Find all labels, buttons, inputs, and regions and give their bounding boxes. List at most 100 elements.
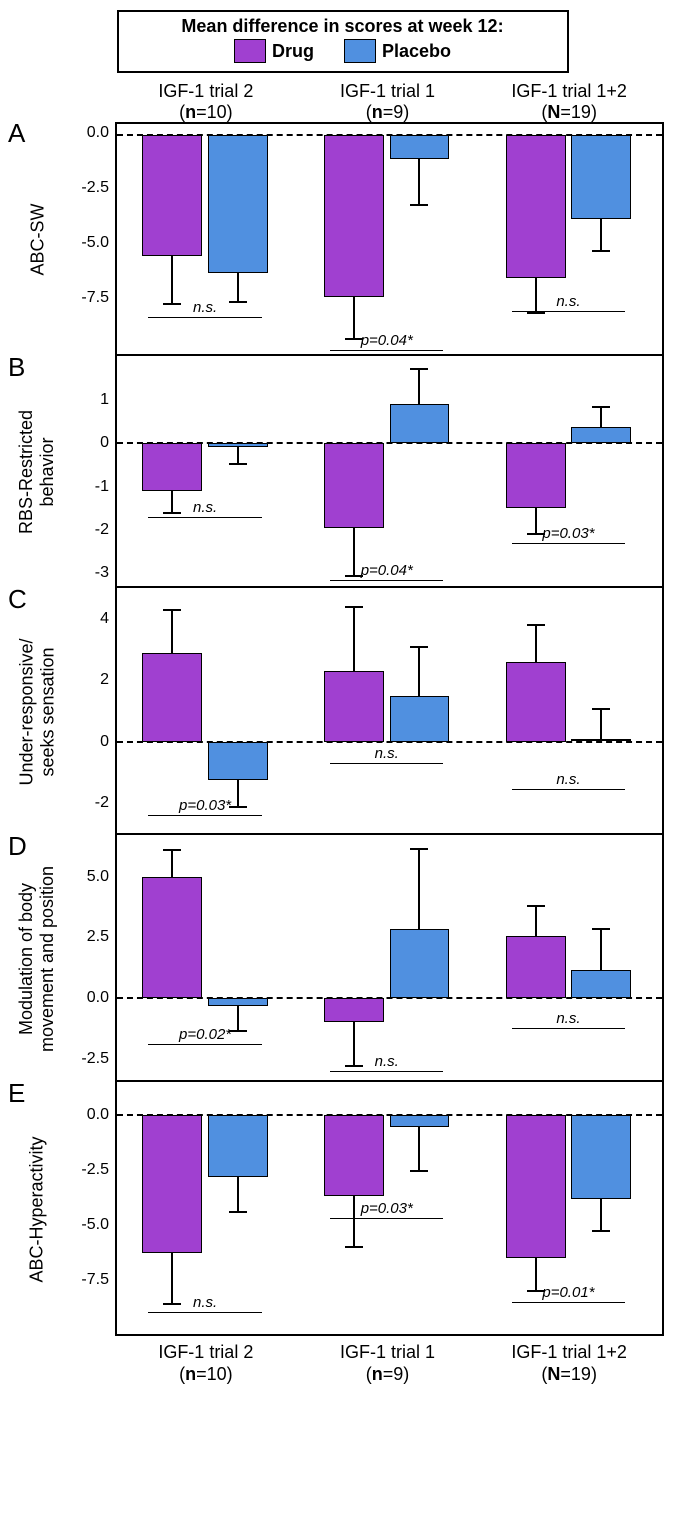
error-bar bbox=[535, 625, 537, 662]
legend: Mean difference in scores at week 12: Dr… bbox=[117, 10, 569, 73]
y-axis-label: Modulation of body movement and position bbox=[10, 835, 65, 1082]
placebo-bar bbox=[390, 404, 450, 443]
tick-label: -7.5 bbox=[81, 289, 109, 307]
error-bar bbox=[418, 849, 420, 929]
tick-label: -2 bbox=[95, 521, 109, 539]
tick-label: -1 bbox=[95, 478, 109, 496]
error-bar bbox=[418, 369, 420, 404]
panel-D: DModulation of body movement and positio… bbox=[10, 835, 675, 1082]
tick-label: -5.0 bbox=[81, 1216, 109, 1234]
drug-bar bbox=[142, 653, 202, 742]
error-bar bbox=[600, 407, 602, 427]
placebo-bar bbox=[571, 1115, 631, 1198]
significance-label: n.s. bbox=[330, 745, 443, 764]
drug-bar bbox=[324, 443, 384, 528]
tick-label: -2.5 bbox=[81, 1050, 109, 1068]
tick-label: -2.5 bbox=[81, 179, 109, 197]
placebo-bar bbox=[390, 696, 450, 742]
error-bar bbox=[600, 1199, 602, 1232]
panel-letter: E bbox=[8, 1078, 25, 1109]
y-axis-ticks: 5.0 2.5 0.0 -2.5 bbox=[65, 835, 115, 1080]
tick-label: 0.0 bbox=[87, 124, 109, 142]
drug-bar bbox=[506, 443, 566, 508]
error-bar bbox=[237, 1177, 239, 1212]
error-bar bbox=[171, 610, 173, 653]
significance-label: n.s. bbox=[512, 293, 625, 312]
panel-B: BRBS-Restricted behavior10-1-2-3n.s.p=0.… bbox=[10, 356, 675, 588]
placebo-bar bbox=[208, 1115, 268, 1176]
placebo-bar bbox=[208, 998, 268, 1006]
legend-placebo-swatch bbox=[344, 39, 376, 63]
drug-bar bbox=[324, 671, 384, 741]
plot-area: n.s.p=0.04*n.s. bbox=[115, 122, 664, 356]
error-cap bbox=[592, 406, 610, 408]
tick-label: 0.0 bbox=[87, 989, 109, 1007]
error-bar bbox=[171, 256, 173, 304]
drug-bar bbox=[324, 135, 384, 297]
significance-label: p=0.02* bbox=[148, 1026, 261, 1045]
y-axis-label: Under-responsive/ seeks sensation bbox=[10, 588, 65, 835]
significance-label: n.s. bbox=[148, 499, 261, 518]
significance-label: p=0.01* bbox=[512, 1284, 625, 1303]
tick-label: 2.5 bbox=[87, 928, 109, 946]
significance-label: p=0.03* bbox=[330, 1200, 443, 1219]
error-bar bbox=[535, 906, 537, 936]
placebo-bar bbox=[390, 1115, 450, 1127]
error-cap bbox=[410, 1170, 428, 1172]
error-cap bbox=[229, 1211, 247, 1213]
legend-drug-label: Drug bbox=[272, 41, 314, 62]
column-header: IGF-1 trial 1(n=9) bbox=[297, 81, 479, 122]
drug-bar bbox=[142, 135, 202, 255]
error-cap bbox=[410, 368, 428, 370]
placebo-bar bbox=[208, 742, 268, 780]
significance-label: p=0.03* bbox=[512, 525, 625, 544]
y-axis-ticks: 10-1-2-3 bbox=[65, 356, 115, 586]
error-cap bbox=[527, 624, 545, 626]
plot-area: p=0.03*n.s.n.s. bbox=[115, 588, 664, 835]
placebo-bar bbox=[571, 739, 631, 741]
error-cap bbox=[229, 463, 247, 465]
error-cap bbox=[410, 204, 428, 206]
column-headers: IGF-1 trial 2(n=10)IGF-1 trial 1(n=9)IGF… bbox=[115, 81, 660, 122]
error-cap bbox=[345, 1246, 363, 1248]
plot-area: n.s. p=0.03* p=0.01* bbox=[115, 1082, 664, 1336]
y-axis-label: ABC-SW bbox=[10, 122, 65, 356]
error-bar bbox=[171, 850, 173, 877]
error-bar bbox=[237, 273, 239, 301]
legend-placebo: Placebo bbox=[344, 39, 451, 63]
panel-letter: D bbox=[8, 831, 27, 862]
significance-label: p=0.03* bbox=[148, 797, 261, 816]
error-cap bbox=[163, 849, 181, 851]
panel-letter: A bbox=[8, 118, 25, 149]
error-cap bbox=[345, 606, 363, 608]
placebo-bar bbox=[571, 427, 631, 443]
drug-bar bbox=[142, 1115, 202, 1253]
panel-C: CUnder-responsive/ seeks sensation420-2p… bbox=[10, 588, 675, 835]
error-bar bbox=[418, 159, 420, 205]
y-axis-label: RBS-Restricted behavior bbox=[10, 356, 65, 588]
tick-label: 5.0 bbox=[87, 868, 109, 886]
significance-label: p=0.04* bbox=[330, 562, 443, 581]
drug-bar bbox=[324, 998, 384, 1022]
tick-label: 0 bbox=[100, 733, 109, 751]
significance-label: n.s. bbox=[148, 1294, 261, 1313]
y-axis-ticks: 0.0 -2.5 -5.0 -7.5 bbox=[65, 122, 115, 352]
error-cap bbox=[592, 1230, 610, 1232]
placebo-bar bbox=[571, 970, 631, 998]
drug-bar bbox=[506, 1115, 566, 1257]
panels-container: AABC-SW0.0-2.5-5.0-7.5n.s.p=0.04*n.s.BRB… bbox=[10, 122, 675, 1336]
plot-area: n.s. p=0.04* p=0.03* bbox=[115, 356, 664, 588]
panel-letter: C bbox=[8, 584, 27, 615]
drug-bar bbox=[324, 1115, 384, 1196]
column-header: IGF-1 trial 1+2(N=19) bbox=[478, 81, 660, 122]
panel-A: AABC-SW0.0-2.5-5.0-7.5n.s.p=0.04*n.s. bbox=[10, 122, 675, 356]
tick-label: 4 bbox=[100, 610, 109, 628]
placebo-bar bbox=[571, 135, 631, 218]
error-cap bbox=[527, 905, 545, 907]
y-axis-ticks: 0.0-2.5-5.0-7.5 bbox=[65, 1082, 115, 1334]
tick-label: -5.0 bbox=[81, 234, 109, 252]
error-bar bbox=[237, 447, 239, 464]
error-bar bbox=[353, 607, 355, 671]
legend-items: Drug Placebo bbox=[133, 39, 553, 63]
tick-label: 0 bbox=[100, 434, 109, 452]
